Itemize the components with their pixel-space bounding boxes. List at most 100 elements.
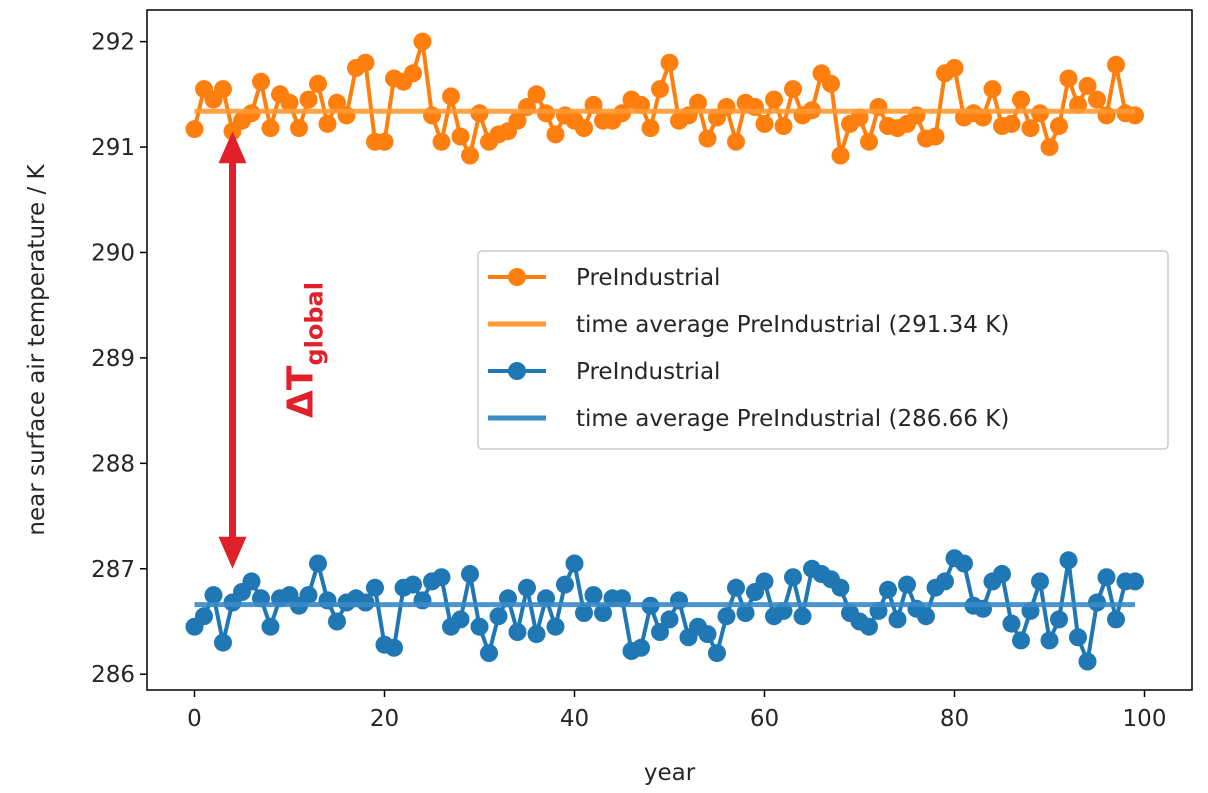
data-point	[945, 59, 964, 77]
data-point	[489, 607, 508, 626]
data-point	[518, 578, 536, 597]
data-point	[508, 623, 527, 641]
data-point	[252, 72, 270, 91]
data-point	[879, 580, 897, 599]
data-point	[1002, 114, 1021, 133]
data-point	[309, 74, 327, 93]
data-point	[983, 80, 1002, 99]
data-point	[451, 610, 470, 629]
data-point	[404, 64, 422, 83]
data-point	[565, 554, 584, 573]
data-point	[318, 114, 337, 133]
data-point	[1059, 551, 1078, 570]
x-axis-label: year	[644, 760, 696, 786]
data-point	[594, 604, 612, 622]
legend-label: time average PreIndustrial (286.66 K)	[576, 406, 1009, 432]
x-tick-label: 60	[750, 706, 779, 732]
data-point	[860, 617, 878, 636]
y-tick-label: 292	[91, 30, 135, 56]
data-point	[527, 625, 546, 644]
data-point	[584, 586, 603, 605]
data-point	[309, 554, 327, 573]
x-tick-label: 80	[940, 706, 969, 732]
data-point	[1078, 652, 1097, 671]
data-point	[461, 565, 479, 583]
delta-t-arrow-head-bottom	[218, 536, 247, 569]
legend-label: PreIndustrial	[576, 265, 720, 291]
data-point	[404, 575, 422, 594]
series-layer	[185, 32, 1144, 671]
data-point	[575, 119, 593, 138]
data-point	[641, 119, 660, 138]
data-point	[204, 586, 223, 605]
y-tick-label: 286	[91, 662, 135, 688]
data-point	[1097, 568, 1116, 587]
y-tick-label: 287	[91, 557, 135, 583]
data-point	[698, 625, 717, 644]
data-point	[356, 53, 375, 72]
legend-swatch-marker	[508, 362, 526, 380]
legend-label: time average PreIndustrial (291.34 K)	[576, 312, 1009, 338]
data-point	[195, 607, 213, 626]
data-point	[527, 85, 546, 104]
data-point	[689, 93, 707, 112]
delta-t-label: ΔTglobal	[281, 282, 329, 418]
data-point	[1069, 628, 1087, 647]
data-point	[793, 607, 812, 626]
legend-swatch-marker	[508, 268, 526, 286]
data-point	[299, 586, 318, 605]
data-point	[774, 117, 793, 135]
data-point	[1059, 69, 1078, 88]
data-point	[727, 578, 745, 597]
delta-t-main: ΔT	[281, 365, 322, 418]
data-point	[660, 53, 679, 72]
x-tick-label: 40	[560, 706, 589, 732]
x-tick-label: 20	[370, 706, 399, 732]
data-point	[993, 565, 1011, 583]
data-point	[261, 119, 280, 138]
data-point	[546, 125, 565, 144]
data-point	[736, 604, 755, 622]
data-point	[1012, 631, 1030, 650]
axes-layer: 0 20 40 60 80 100 286 287 288 289 290 291 292	[91, 30, 1166, 732]
data-point	[480, 644, 498, 663]
data-point	[784, 80, 802, 99]
data-point	[784, 568, 802, 587]
data-point	[1088, 90, 1106, 109]
data-point	[366, 578, 384, 597]
data-point	[717, 607, 736, 626]
data-point	[280, 93, 299, 112]
delta-t-arrow-head-top	[218, 131, 247, 164]
x-tick-label: 0	[187, 706, 202, 732]
data-point	[1021, 119, 1040, 138]
data-point	[328, 612, 346, 631]
data-point	[214, 633, 232, 652]
data-point	[1040, 631, 1059, 650]
data-point	[385, 638, 403, 657]
data-point	[822, 74, 840, 93]
data-point	[917, 607, 935, 626]
data-point	[888, 610, 907, 629]
y-tick-label: 288	[91, 451, 135, 477]
data-point	[1050, 610, 1068, 629]
data-point	[470, 617, 489, 636]
data-point	[1126, 572, 1144, 591]
data-point	[299, 90, 318, 109]
data-point	[575, 604, 593, 622]
data-point	[432, 132, 451, 151]
data-point	[755, 114, 774, 133]
data-point	[546, 617, 565, 636]
data-point	[898, 575, 916, 594]
x-tick-label: 100	[1123, 706, 1167, 732]
data-point	[831, 146, 850, 165]
data-point	[755, 572, 774, 591]
data-point	[708, 644, 726, 663]
data-point	[955, 554, 973, 573]
data-point	[651, 80, 669, 99]
data-point	[413, 32, 432, 51]
data-point	[214, 80, 232, 99]
y-tick-label: 291	[91, 135, 135, 161]
data-point	[698, 129, 717, 148]
data-point	[926, 127, 945, 146]
y-axis-label: near surface air temperature / K	[24, 163, 50, 535]
